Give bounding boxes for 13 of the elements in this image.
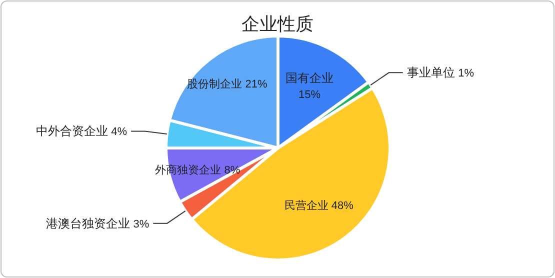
data-label: 15% bbox=[298, 89, 321, 102]
slice-label: 事业单位 bbox=[406, 66, 455, 80]
slice-label: 中外合资企业 bbox=[36, 124, 108, 138]
data-label: 48% bbox=[331, 200, 354, 212]
data-label: 4% bbox=[111, 126, 128, 138]
slice-label: 股份制企业 bbox=[187, 78, 242, 91]
slice-label: 国有企业 bbox=[286, 71, 334, 86]
slice-label: 民营企业 bbox=[284, 200, 328, 212]
data-label: 1% bbox=[458, 68, 474, 80]
slice-label: 港澳台独资企业 bbox=[46, 216, 130, 230]
data-label: 3% bbox=[133, 218, 150, 230]
chart-title: 企业性质 bbox=[242, 14, 314, 34]
data-label: 21% bbox=[245, 78, 268, 91]
